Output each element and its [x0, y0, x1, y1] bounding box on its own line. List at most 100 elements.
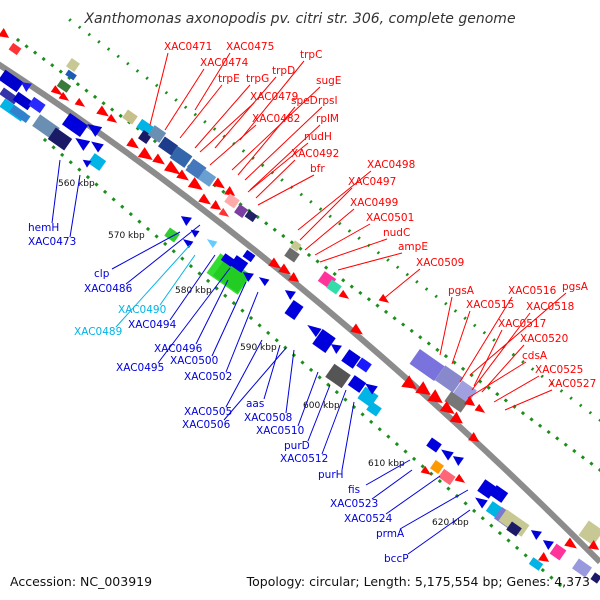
gene-leader-line	[299, 187, 353, 241]
forward-gene-label: sugE	[316, 75, 341, 87]
gene-arrow	[187, 177, 203, 191]
gene-leader-line	[297, 371, 319, 427]
forward-gene-label: cdsA	[522, 350, 548, 362]
tick-dot	[435, 347, 440, 352]
gene-block	[326, 279, 342, 295]
tick-dot	[332, 271, 337, 277]
gene-leader-line	[115, 244, 191, 328]
forward-gene-label: bfr	[310, 163, 325, 175]
genome-backbone	[0, 61, 600, 565]
tick-dot	[569, 396, 573, 400]
gene-arrow	[75, 137, 91, 151]
forward-gene-label: XAC0501	[366, 212, 414, 224]
gene-block	[229, 255, 249, 273]
tick-dot	[392, 316, 397, 321]
tick-dot	[32, 50, 38, 55]
tick-dot	[118, 113, 123, 119]
forward-gene-label: XAC0499	[350, 197, 398, 209]
gene-arrow	[588, 540, 600, 550]
gene-arrow	[258, 277, 270, 287]
forward-gene-label: XAC0492	[291, 148, 339, 160]
gene-arrow	[474, 403, 486, 413]
tick-dot	[529, 417, 534, 422]
gene-arrow	[218, 207, 230, 217]
tick-dot	[315, 259, 320, 264]
forward-gene-label: XAC0516	[508, 285, 557, 297]
tick-dot	[174, 98, 178, 102]
tick-dot	[197, 271, 202, 276]
tick-dot	[94, 182, 99, 187]
gene-leader-line	[209, 124, 257, 166]
forward-gene-label: XAC0482	[252, 113, 300, 125]
tick-dot	[395, 265, 400, 270]
gene-leader-line	[314, 223, 371, 256]
gene-arrow	[268, 257, 281, 269]
gene-arrow	[378, 293, 390, 303]
gene-arrow	[206, 239, 218, 249]
reverse-gene-labels: hemH XAC0473 clp XAC0486 XAC0490 XAC0494 XAC04…	[28, 159, 471, 565]
tick-dot	[51, 145, 56, 150]
gene-block	[325, 363, 351, 389]
gene-arrow	[307, 324, 322, 338]
gene-arrow	[439, 401, 455, 415]
gene-block	[12, 91, 34, 111]
tick-dot	[550, 381, 554, 386]
tick-dot	[537, 423, 543, 428]
gene-arrow	[91, 141, 104, 153]
gene-leader-line	[255, 159, 296, 199]
gene-arrow	[288, 272, 300, 282]
reverse-gene-label: XAC0473	[28, 236, 76, 248]
tick-dot	[212, 127, 217, 131]
reverse-gene-label: XAC0505	[184, 406, 232, 418]
tick-dot	[343, 397, 348, 402]
forward-gene-label: XAC0525	[535, 364, 583, 376]
gene-leader-line	[481, 344, 525, 393]
gene-leader-line	[51, 159, 61, 224]
tick-dot	[530, 367, 535, 371]
tick-dot	[444, 301, 448, 306]
tick-dot	[376, 250, 381, 255]
forward-gene-label: XAC0498	[367, 159, 415, 171]
gene-block	[347, 375, 367, 393]
gene-block	[430, 460, 444, 474]
gene-block	[169, 146, 193, 168]
gene-leader-line	[195, 279, 229, 345]
gene-block	[66, 58, 80, 72]
tick-dot	[429, 471, 434, 476]
tick-dot	[317, 375, 322, 380]
gene-leader-line	[194, 84, 251, 149]
gene-leader-line	[214, 76, 277, 149]
tick-dot	[503, 398, 508, 403]
gene-leader-line	[371, 469, 413, 500]
tick-dot	[347, 229, 352, 233]
gene-leader-line	[365, 459, 411, 486]
gene-leader-line	[149, 52, 169, 126]
gene-arrow	[82, 159, 92, 168]
tick-dot	[486, 385, 491, 390]
gene-block	[506, 521, 522, 537]
gene-arrow	[50, 85, 63, 96]
gene-block	[8, 42, 22, 56]
gene-block	[136, 118, 154, 136]
gene-block	[138, 130, 152, 144]
tick-dot	[223, 293, 228, 298]
gene-arrow	[475, 497, 488, 509]
tick-dot	[280, 178, 284, 182]
tick-dot	[589, 461, 594, 466]
tick-dot	[540, 374, 544, 379]
tick-dot	[434, 294, 438, 299]
tick-dot	[437, 479, 442, 484]
forward-gene-label: trpG	[246, 73, 269, 85]
tick-dot	[520, 410, 526, 416]
reverse-gene-label: XAC0486	[84, 283, 133, 295]
gene-arrow	[176, 169, 189, 181]
tick-dot	[489, 523, 494, 528]
reverse-gene-label: XAC0495	[116, 362, 164, 374]
tick-dot	[386, 258, 390, 262]
tick-label: 620 kbp	[432, 518, 469, 528]
tick-dot	[85, 174, 91, 180]
tick-dot	[106, 47, 111, 51]
tick-dot	[306, 252, 312, 258]
gene-leader-line	[263, 344, 281, 400]
tick-dot	[163, 241, 168, 246]
